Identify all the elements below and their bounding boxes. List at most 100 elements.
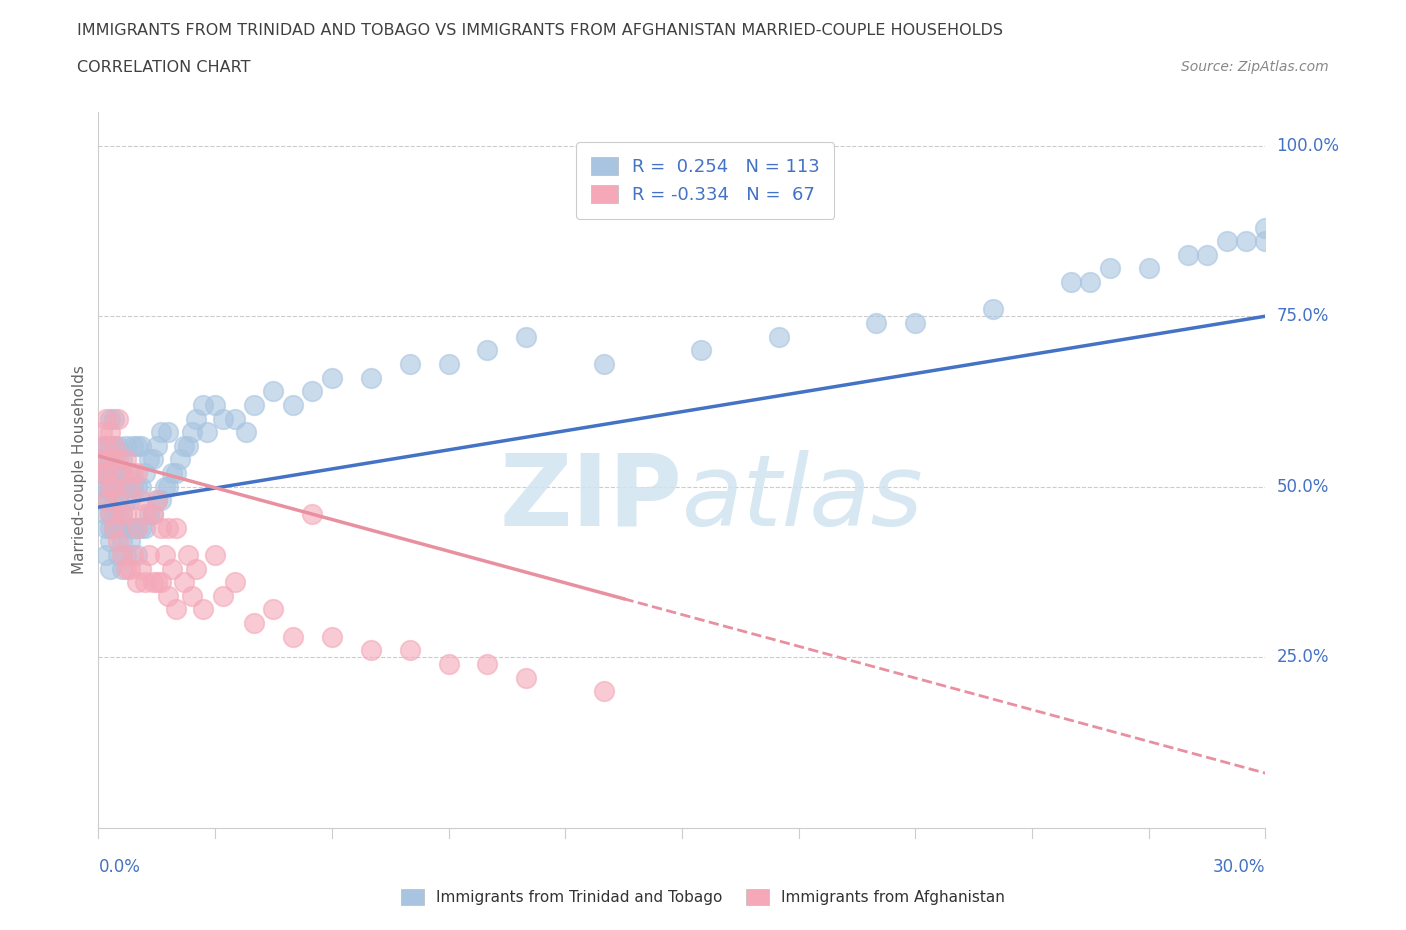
Point (96, 452, 118, 467)
Point (107, 466, 129, 481)
Point (398, 643, 420, 658)
Point (96, 411, 118, 426)
Point (212, 589, 235, 604)
Point (262, 384, 284, 399)
Point (98, 520, 121, 535)
Point (98, 534, 121, 549)
Point (114, 493, 136, 508)
Point (177, 548, 200, 563)
Point (146, 493, 169, 508)
Point (96, 493, 118, 508)
Point (157, 589, 180, 604)
Point (98, 425, 121, 440)
Point (118, 466, 141, 481)
Point (146, 438, 169, 453)
Point (129, 493, 152, 508)
Point (142, 507, 165, 522)
Point (107, 520, 129, 535)
Point (122, 479, 145, 494)
Point (212, 411, 235, 426)
Point (180, 425, 202, 440)
Point (162, 466, 184, 481)
Point (437, 657, 460, 671)
Point (1060, 274, 1083, 289)
Point (96, 466, 118, 481)
Point (981, 302, 1004, 317)
Point (107, 479, 129, 494)
Point (103, 438, 125, 453)
Point (127, 438, 149, 453)
Point (865, 315, 887, 330)
Point (301, 507, 323, 522)
Point (142, 575, 165, 590)
Point (1254, 233, 1277, 248)
Point (281, 397, 304, 412)
Point (111, 466, 134, 481)
Point (114, 548, 136, 563)
Point (1254, 220, 1277, 235)
Point (173, 438, 195, 453)
Point (127, 466, 149, 481)
Point (184, 561, 207, 576)
Point (96, 438, 118, 453)
Point (98, 507, 121, 522)
Point (98, 466, 121, 481)
Point (111, 452, 134, 467)
Point (360, 370, 382, 385)
Point (165, 520, 187, 535)
Point (107, 534, 129, 549)
Text: CORRELATION CHART: CORRELATION CHART (77, 60, 250, 75)
Text: 25.0%: 25.0% (1277, 648, 1329, 666)
Point (114, 479, 136, 494)
Point (134, 466, 156, 481)
Point (129, 561, 152, 576)
Point (96, 438, 118, 453)
Point (1080, 274, 1102, 289)
Point (96, 507, 118, 522)
Point (103, 493, 125, 508)
Point (149, 520, 172, 535)
Point (235, 425, 257, 440)
Point (321, 370, 343, 385)
Point (360, 643, 382, 658)
Point (107, 438, 129, 453)
Text: ZIP: ZIP (499, 450, 682, 547)
Point (281, 630, 304, 644)
Point (134, 575, 156, 590)
Point (98, 452, 121, 467)
Point (437, 356, 460, 371)
Point (142, 507, 165, 522)
Point (96, 520, 118, 535)
Point (515, 671, 537, 685)
Point (127, 520, 149, 535)
Point (98, 411, 121, 426)
Point (146, 575, 169, 590)
Point (114, 438, 136, 453)
Point (98, 438, 121, 453)
Point (162, 561, 184, 576)
Point (91, 452, 114, 467)
Point (107, 493, 129, 508)
Point (1234, 233, 1257, 248)
Point (118, 493, 141, 508)
Point (204, 397, 226, 412)
Point (243, 616, 266, 631)
Legend: R =  0.254   N = 113, R = -0.334   N =  67: R = 0.254 N = 113, R = -0.334 N = 67 (576, 142, 834, 219)
Point (98, 452, 121, 467)
Point (477, 343, 499, 358)
Point (103, 520, 125, 535)
Point (91, 425, 114, 440)
Point (122, 438, 145, 453)
Point (91, 493, 114, 508)
Point (193, 602, 215, 617)
Point (103, 479, 125, 494)
Point (593, 356, 616, 371)
Point (111, 534, 134, 549)
Point (127, 520, 149, 535)
Text: 30.0%: 30.0% (1213, 858, 1265, 876)
Point (98, 479, 121, 494)
Point (91, 438, 114, 453)
Text: IMMIGRANTS FROM TRINIDAD AND TOBAGO VS IMMIGRANTS FROM AFGHANISTAN MARRIED-COUPL: IMMIGRANTS FROM TRINIDAD AND TOBAGO VS I… (77, 23, 1004, 38)
Point (157, 520, 180, 535)
Point (224, 411, 246, 426)
